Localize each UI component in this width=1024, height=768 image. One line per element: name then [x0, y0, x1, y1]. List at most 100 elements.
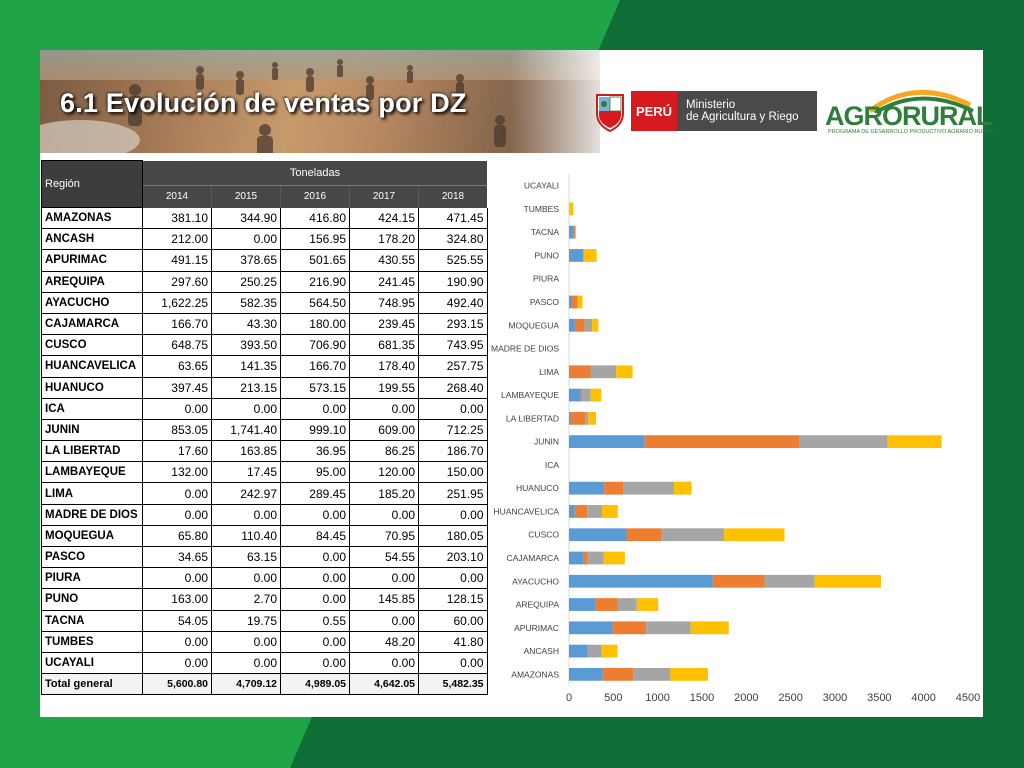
tonnage-cell: 853.05: [142, 419, 212, 442]
category-label: CAJAMARCA: [507, 553, 560, 563]
tonnage-cell: 0.00: [349, 610, 419, 632]
tonnage-cell: 180.00: [280, 313, 350, 336]
tonnage-cell: 0.00: [142, 652, 212, 675]
tonnage-cell: 743.95: [418, 334, 488, 357]
category-label: JUNIN: [534, 437, 559, 447]
tonnage-cell: 178.20: [349, 228, 419, 251]
tonnage-cell: 216.90: [280, 271, 350, 293]
table-total-row: Total general 5,600.80 4,709.12 4,989.05 4,6…: [41, 673, 488, 696]
header-year: 2017: [349, 185, 419, 208]
category-label: CUSCO: [528, 530, 559, 540]
tonnage-cell: 0.00: [280, 588, 350, 611]
tonnage-cell: 250.25: [211, 271, 281, 293]
tonnage-cell: 65.80: [142, 525, 212, 548]
category-label: APURIMAC: [514, 623, 559, 633]
bar-segment: [764, 574, 815, 588]
tonnage-cell: 43.30: [211, 313, 281, 336]
slide-content: 6.1 Evolución de ventas por DZ PERÚ Mini…: [40, 50, 993, 717]
table-row: TACNA 54.05 19.75 0.55 0.00 60.00: [41, 610, 488, 632]
bar-segment: [814, 574, 881, 588]
tonnage-cell: 0.00: [142, 567, 212, 590]
tonnage-cell: 525.55: [418, 249, 488, 272]
table-row: PIURA 0.00 0.00 0.00 0.00 0.00: [41, 567, 488, 590]
bar-segment: [574, 505, 588, 518]
bar-segment: [644, 435, 800, 449]
tonnage-cell: 492.40: [418, 292, 488, 314]
bar-segment: [569, 551, 584, 565]
tonnage-cell: 0.00: [349, 504, 419, 526]
bar-segment: [633, 667, 671, 681]
x-tick-label: 0: [566, 692, 572, 704]
bar-segment: [673, 481, 692, 495]
table-row: PUNO 163.00 2.70 0.00 145.85 128.15: [41, 588, 488, 611]
bar-segment: [569, 295, 573, 309]
bar-segment: [587, 505, 602, 518]
tonnage-cell: 241.45: [349, 271, 419, 293]
tonnage-cell: 748.95: [349, 292, 419, 314]
tonnage-cell: 156.95: [280, 228, 350, 251]
tonnage-cell: 166.70: [280, 355, 350, 378]
bar-segment: [587, 551, 604, 565]
table-row: AYACUCHO 1,622.25 582.35 564.50 748.95 492.40: [41, 292, 488, 314]
tonnage-cell: 34.65: [142, 546, 212, 569]
tonnage-cell: 36.95: [280, 440, 350, 463]
category-label: ICA: [545, 460, 560, 470]
bar-segment: [590, 365, 617, 379]
bar-segment: [569, 225, 574, 239]
region-name: ICA: [41, 398, 143, 420]
agrorural-wordmark: AGRORURAL: [825, 101, 992, 131]
tonnage-cell: 609.00: [349, 419, 419, 442]
tonnage-cell: 681.35: [349, 334, 419, 357]
tonnage-cell: 430.55: [349, 249, 419, 272]
bar-segment: [569, 365, 591, 379]
bar-segment: [636, 598, 659, 611]
header-toneladas: Toneladas: [142, 160, 487, 186]
sales-bar-chart: UCAYALI TUMBES TACNA PUNO PIURA PASCO MOQUEGUA…: [491, 174, 980, 704]
agrorural-logo: AGRORURAL PROGRAMA DE DESARROLLO PRODUCT…: [825, 87, 993, 137]
region-name: Total general: [41, 673, 143, 696]
bar-segment: [584, 318, 593, 332]
tonnage-cell: 257.75: [418, 355, 488, 378]
category-label: AYACUCHO: [512, 576, 559, 586]
category-label: UCAYALI: [524, 181, 559, 191]
tonnage-cell: 166.70: [142, 313, 212, 336]
tonnage-cell: 19.75: [211, 610, 281, 632]
tonnage-cell: 199.55: [349, 377, 419, 399]
region-name: ANCASH: [41, 228, 143, 251]
region-name: CUSCO: [41, 334, 143, 357]
bar-segment: [583, 249, 597, 262]
bar-segment: [616, 365, 633, 379]
region-name: AYACUCHO: [41, 292, 143, 314]
tonnage-cell: 268.40: [418, 377, 488, 399]
tonnage-cell: 212.00: [142, 228, 212, 251]
tonnage-cell: 186.70: [418, 440, 488, 463]
ministry-line1: Ministerio: [686, 99, 736, 111]
tonnage-cell: 0.00: [418, 567, 488, 590]
tonnage-cell: 54.05: [142, 610, 212, 632]
bar-segment: [585, 411, 589, 425]
category-label: HUANUCO: [516, 483, 559, 493]
bar-segment: [690, 621, 729, 635]
bar-segment: [569, 202, 574, 216]
table-row: AREQUIPA 297.60 250.25 216.90 241.45 190.90: [41, 271, 488, 293]
region-name: MADRE DE DIOS: [41, 504, 143, 526]
bar-segment: [626, 528, 662, 542]
tonnage-cell: 0.00: [280, 567, 350, 590]
region-name: UCAYALI: [41, 652, 143, 675]
bar-segment: [601, 644, 618, 658]
tonnage-cell: 163.85: [211, 440, 281, 463]
bar-segment: [569, 318, 575, 332]
region-name: TUMBES: [41, 631, 143, 653]
bar-segment: [572, 295, 578, 309]
bar-segment: [588, 411, 597, 425]
tonnage-cell: 84.45: [280, 525, 350, 548]
tonnage-cell: 0.00: [211, 398, 281, 420]
tonnage-cell: 573.15: [280, 377, 350, 399]
region-name: TACNA: [41, 610, 143, 632]
tonnage-cell: 128.15: [418, 588, 488, 611]
bar-segment: [670, 667, 708, 681]
tonnage-cell: 5,482.35: [418, 673, 488, 696]
agrorural-arc-icon: [868, 89, 974, 113]
region-name: AMAZONAS: [41, 207, 143, 230]
region-name: PASCO: [41, 546, 143, 569]
